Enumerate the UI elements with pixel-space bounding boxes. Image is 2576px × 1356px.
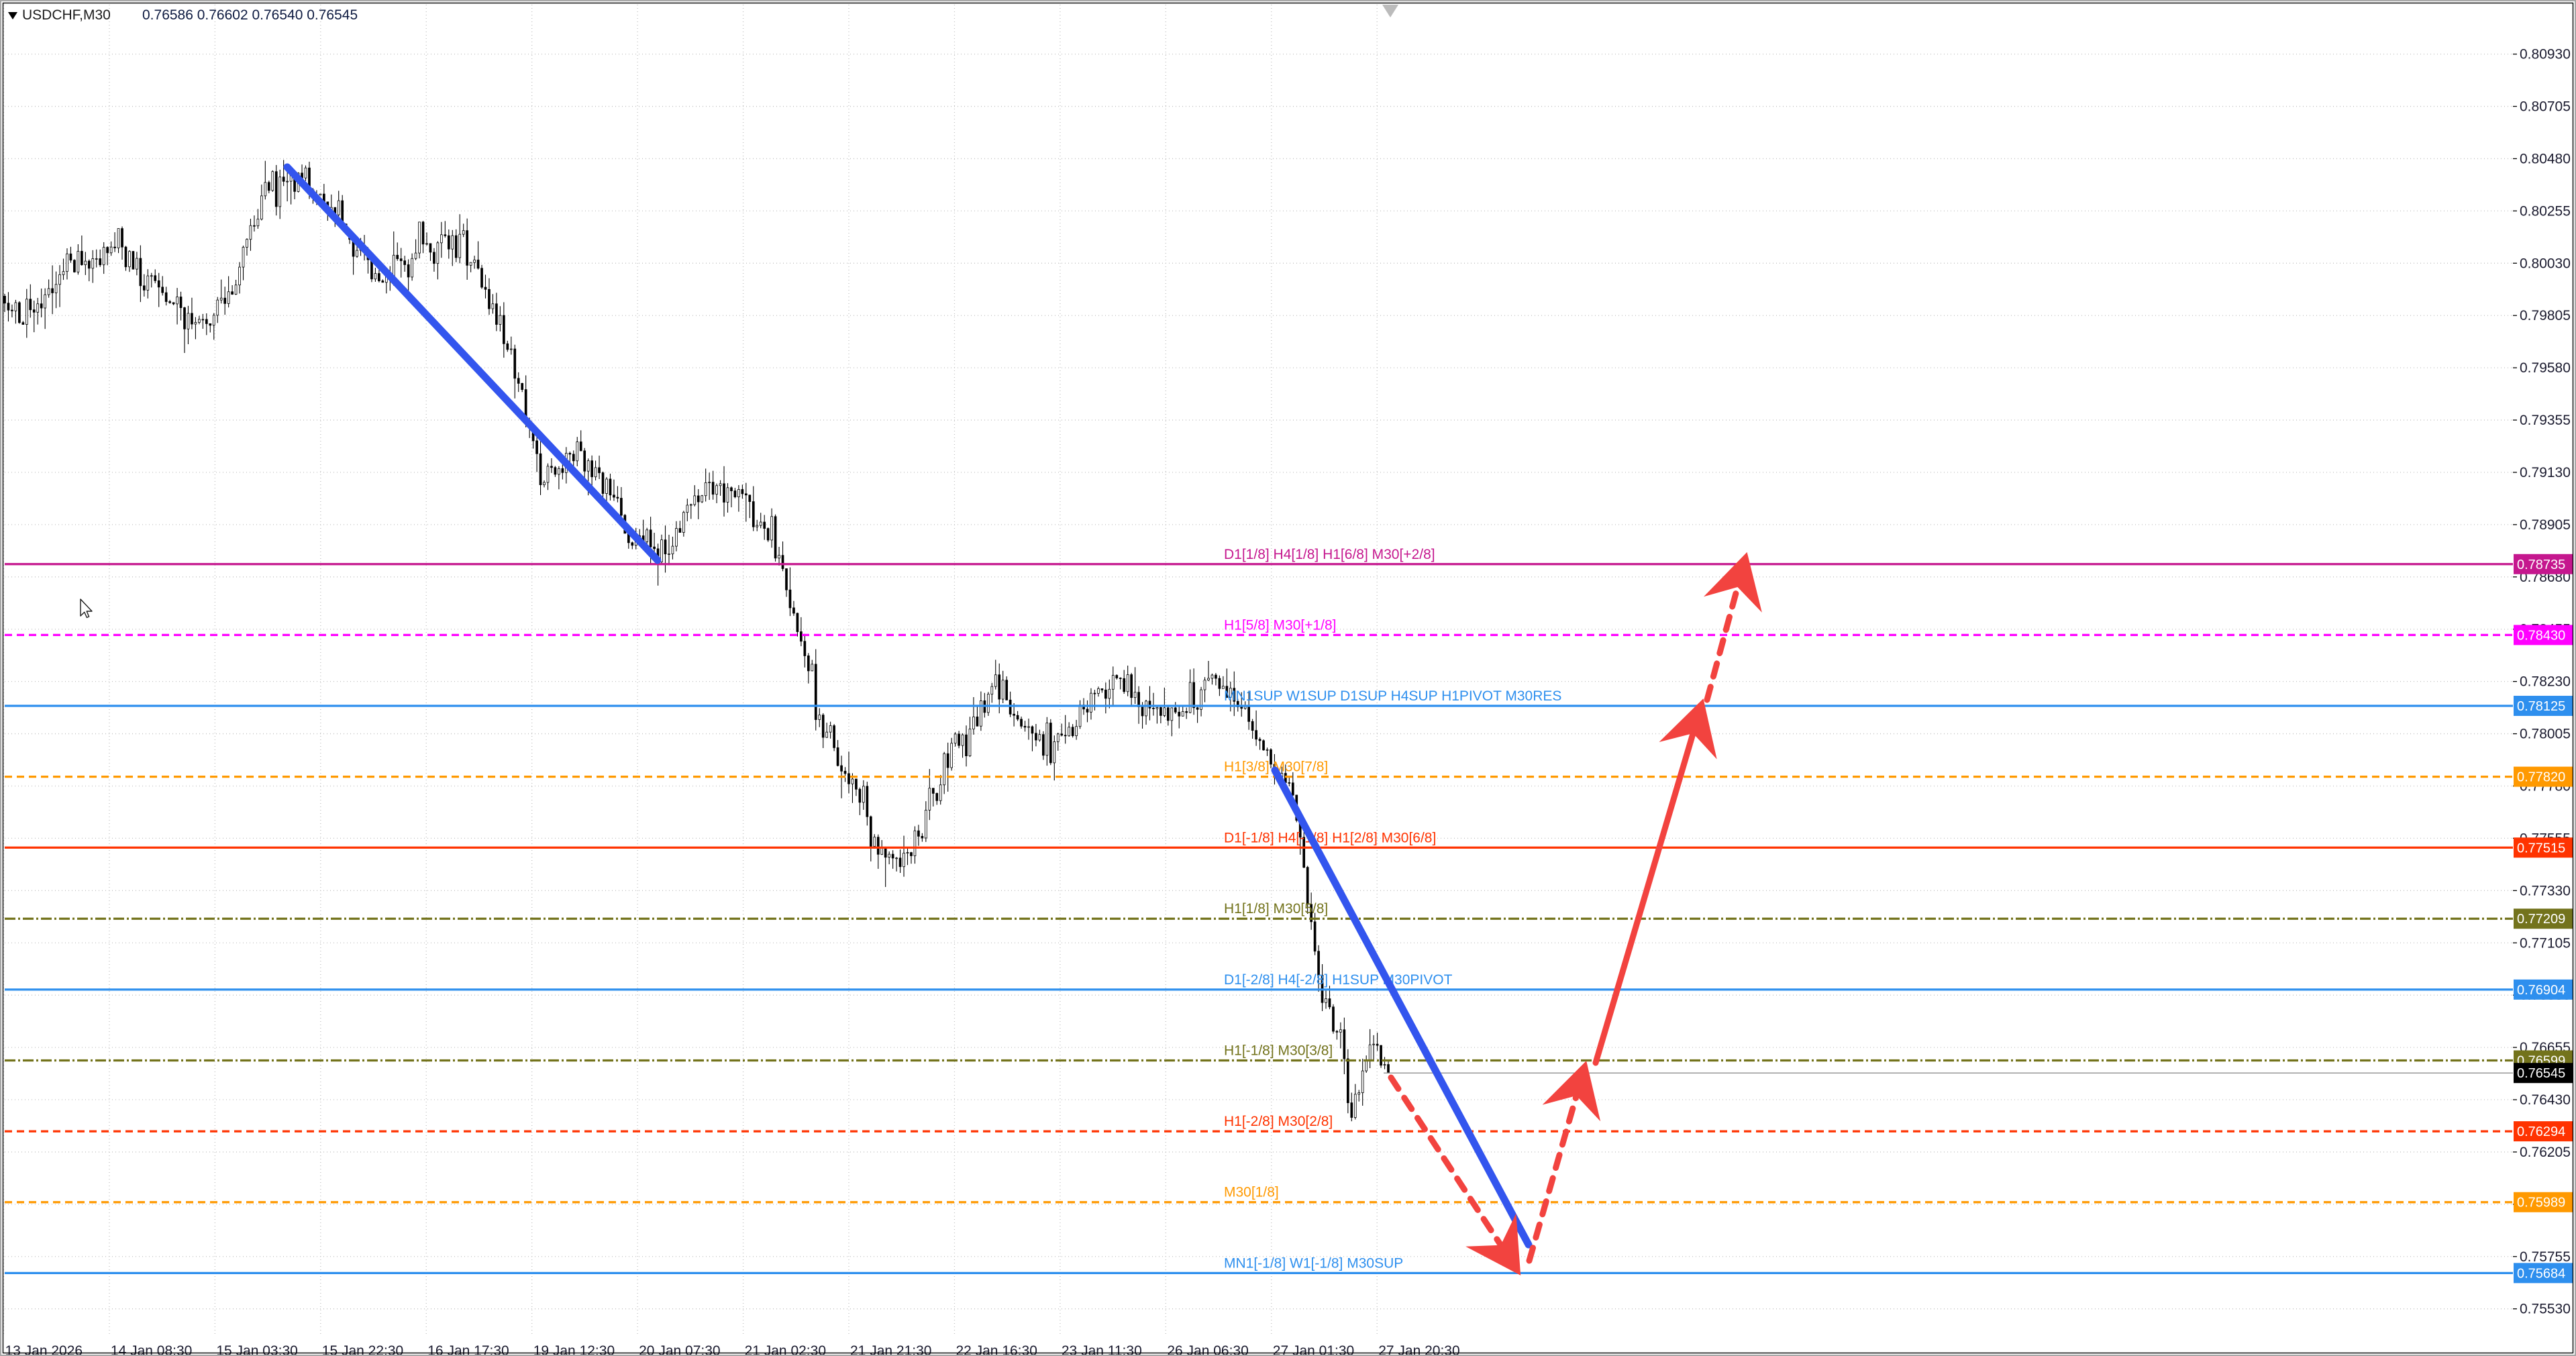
svg-text:0.78005: 0.78005 xyxy=(2520,727,2571,742)
svg-text:D1[-1/8] H4[-1/8] H1[2/8] M30[: D1[-1/8] H4[-1/8] H1[2/8] M30[6/8] xyxy=(1224,830,1436,845)
svg-text:0.76430: 0.76430 xyxy=(2520,1092,2571,1108)
svg-text:0.79355: 0.79355 xyxy=(2520,413,2571,428)
svg-text:D1[1/8] H4[1/8] H1[6/8] M30[+2: D1[1/8] H4[1/8] H1[6/8] M30[+2/8] xyxy=(1224,547,1435,562)
svg-text:0.79805: 0.79805 xyxy=(2520,308,2571,323)
svg-text:0.75684: 0.75684 xyxy=(2517,1266,2565,1281)
svg-text:0.77330: 0.77330 xyxy=(2520,883,2571,898)
svg-text:0.75755: 0.75755 xyxy=(2520,1249,2571,1265)
svg-text:0.78905: 0.78905 xyxy=(2520,517,2571,533)
svg-text:MN1SUP W1SUP D1SUP H4SUP H1PIV: MN1SUP W1SUP D1SUP H4SUP H1PIVOT M30RES xyxy=(1224,688,1561,704)
svg-text:0.80480: 0.80480 xyxy=(2520,151,2571,166)
svg-text:0.78735: 0.78735 xyxy=(2517,558,2565,572)
svg-text:0.79130: 0.79130 xyxy=(2520,465,2571,480)
svg-text:H1[-2/8] M30[2/8]: H1[-2/8] M30[2/8] xyxy=(1224,1114,1333,1129)
svg-text:MN1[-1/8] W1[-1/8] M30SUP: MN1[-1/8] W1[-1/8] M30SUP xyxy=(1224,1255,1403,1271)
svg-text:0.76294: 0.76294 xyxy=(2517,1125,2565,1139)
svg-text:0.77515: 0.77515 xyxy=(2517,841,2565,855)
svg-text:0.76586 0.76602 0.76540 0.7654: 0.76586 0.76602 0.76540 0.76545 xyxy=(142,7,358,23)
svg-text:M30[1/8]: M30[1/8] xyxy=(1224,1185,1279,1200)
svg-text:0.80930: 0.80930 xyxy=(2520,47,2571,62)
svg-text:0.80255: 0.80255 xyxy=(2520,203,2571,219)
svg-text:0.78125: 0.78125 xyxy=(2517,699,2565,714)
svg-text:0.76545: 0.76545 xyxy=(2517,1066,2565,1081)
svg-text:0.77820: 0.77820 xyxy=(2517,770,2565,785)
svg-text:0.79580: 0.79580 xyxy=(2520,360,2571,376)
svg-text:0.75989: 0.75989 xyxy=(2517,1196,2565,1210)
svg-text:H1[-1/8] M30[3/8]: H1[-1/8] M30[3/8] xyxy=(1224,1043,1333,1058)
svg-text:0.75530: 0.75530 xyxy=(2520,1302,2571,1317)
svg-text:0.80030: 0.80030 xyxy=(2520,256,2571,271)
svg-text:H1[1/8] M30[5/8]: H1[1/8] M30[5/8] xyxy=(1224,901,1328,917)
svg-text:0.77209: 0.77209 xyxy=(2517,912,2565,927)
svg-text:0.76904: 0.76904 xyxy=(2517,983,2565,998)
svg-text:0.78230: 0.78230 xyxy=(2520,674,2571,690)
svg-text:0.80705: 0.80705 xyxy=(2520,99,2571,115)
svg-text:0.76205: 0.76205 xyxy=(2520,1145,2571,1160)
svg-text:H1[5/8] M30[+1/8]: H1[5/8] M30[+1/8] xyxy=(1224,617,1337,633)
svg-text:0.77105: 0.77105 xyxy=(2520,935,2571,951)
svg-text:USDCHF,M30: USDCHF,M30 xyxy=(22,7,111,23)
svg-text:D1[-2/8] H4[-2/8] H1SUP M30PIV: D1[-2/8] H4[-2/8] H1SUP M30PIVOT xyxy=(1224,972,1453,988)
svg-text:0.78430: 0.78430 xyxy=(2517,628,2565,643)
